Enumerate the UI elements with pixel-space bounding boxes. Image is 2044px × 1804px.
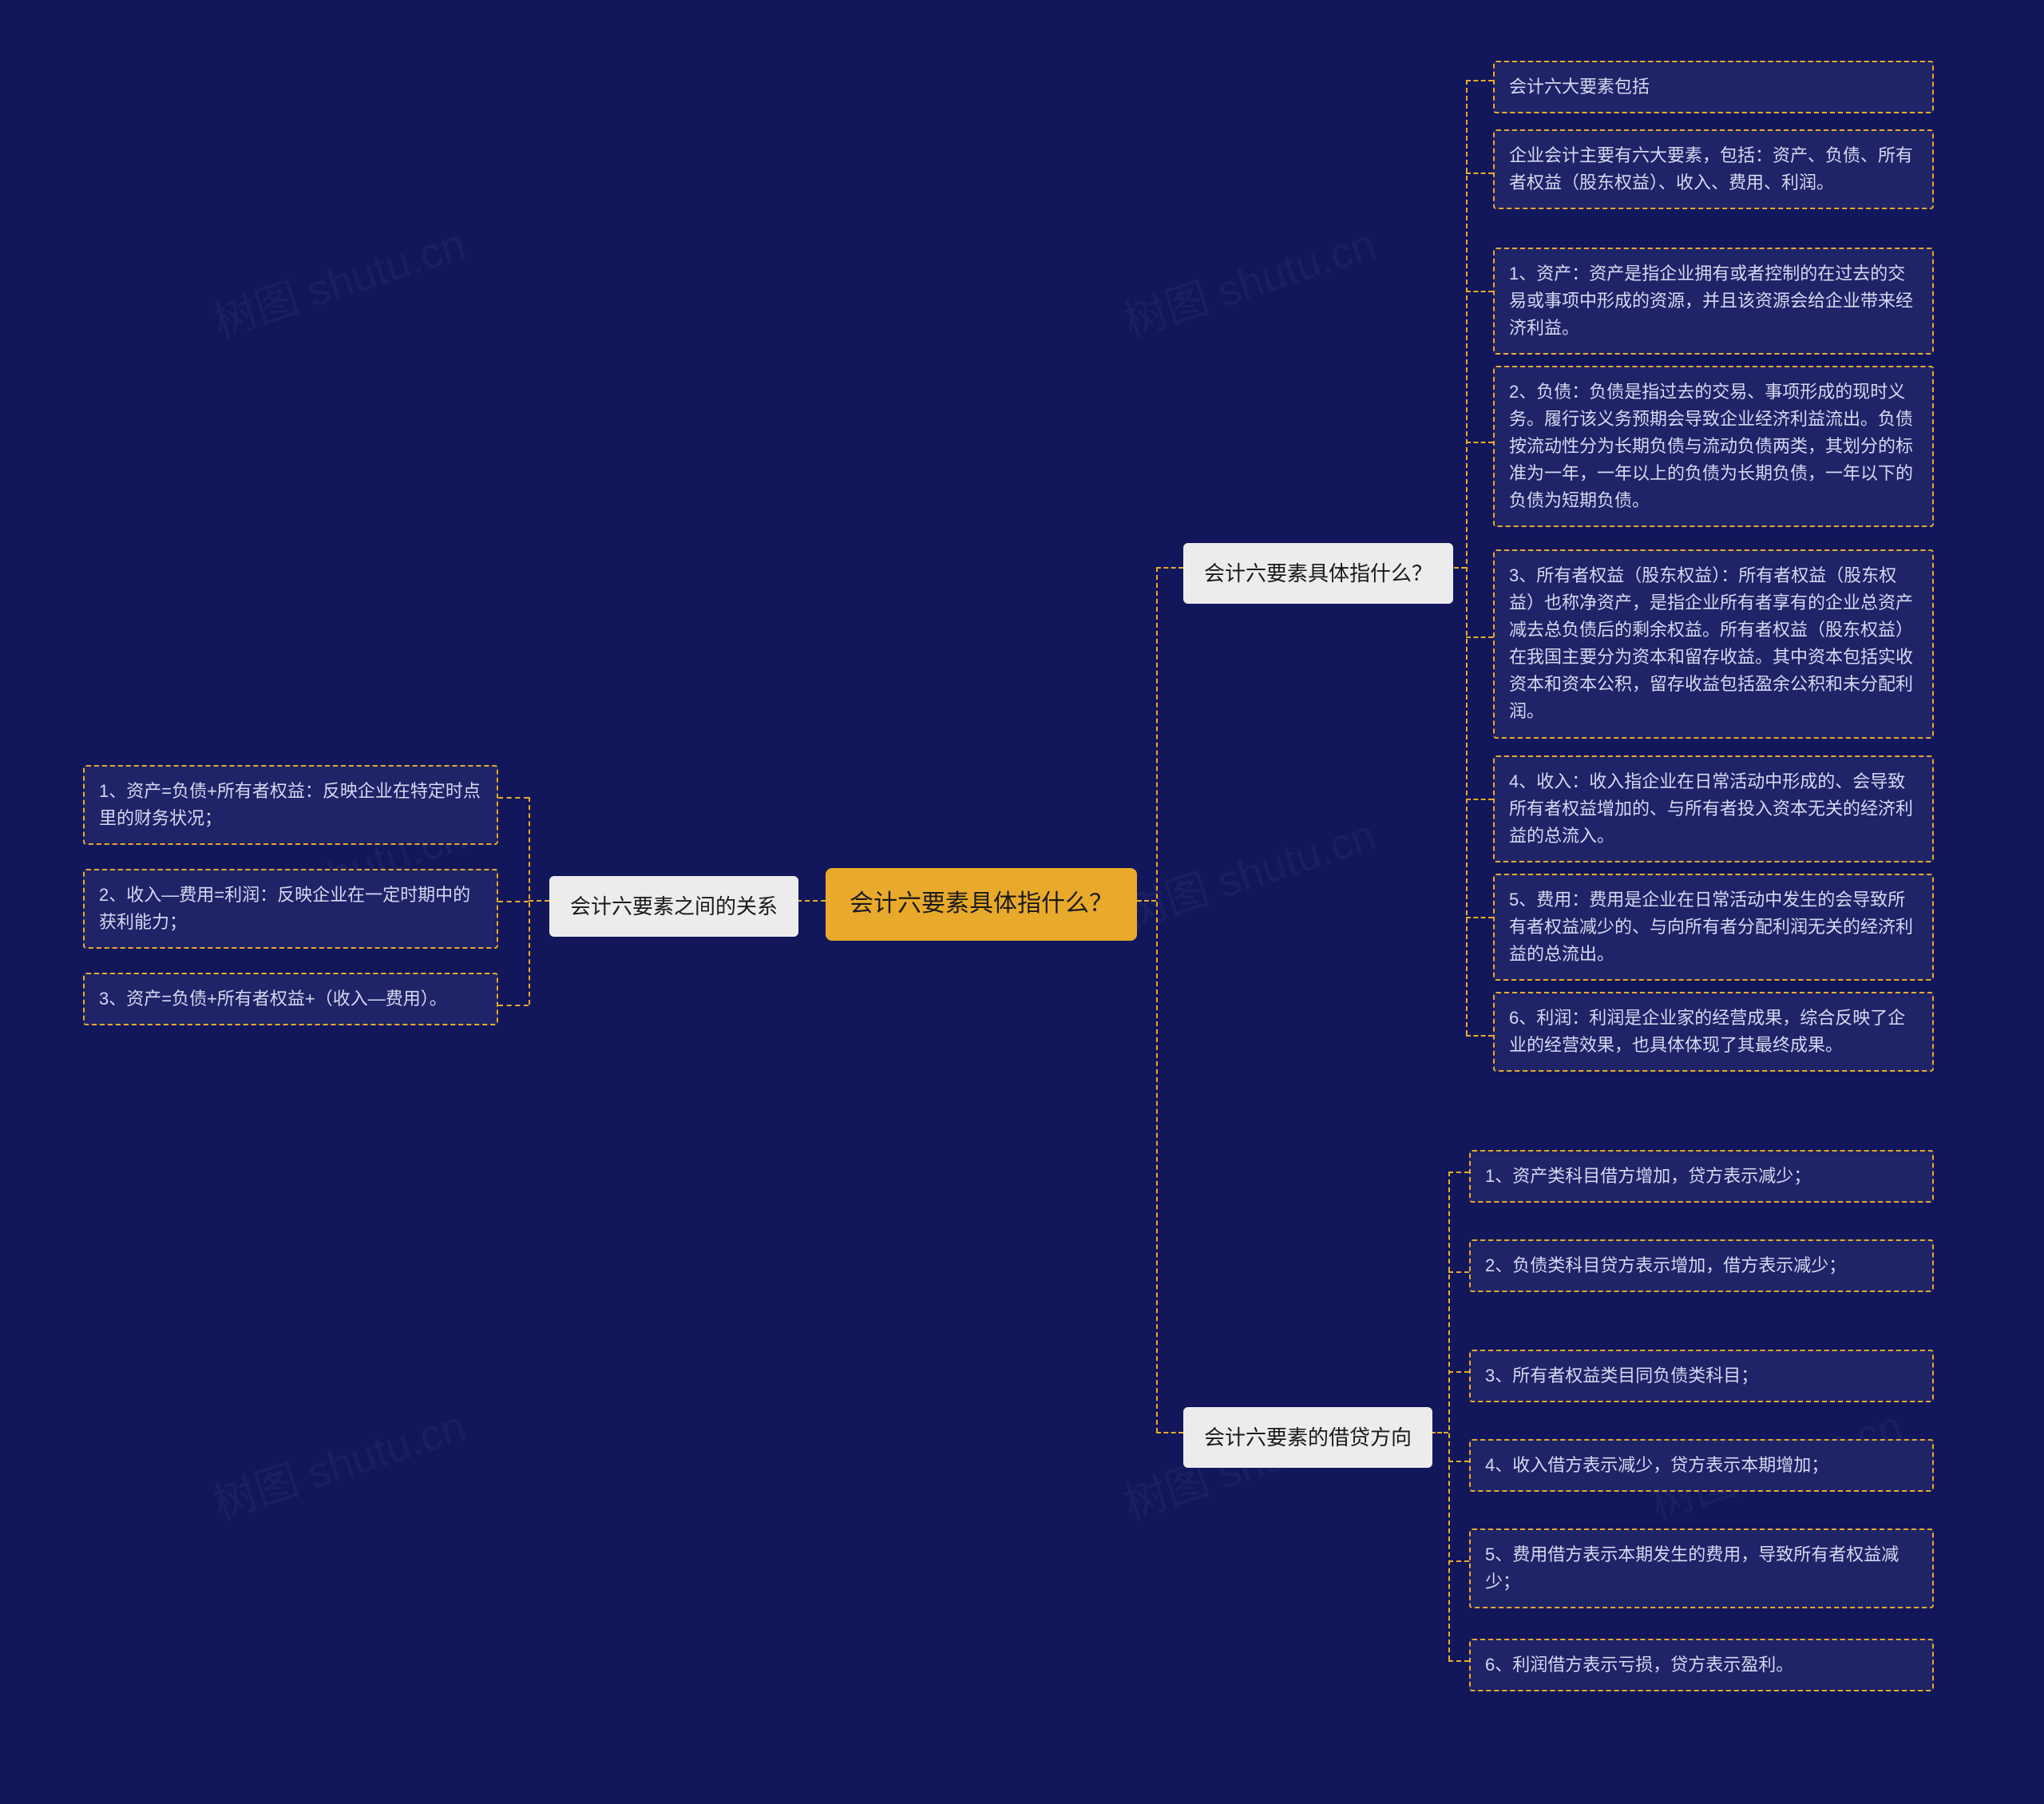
watermark: 树图 shutu.cn — [1115, 799, 1383, 940]
connector — [797, 900, 826, 902]
connector — [1466, 291, 1493, 292]
connector — [1448, 1271, 1469, 1273]
leaf-dc-1[interactable]: 1、资产类科目借方增加，贷方表示减少； — [1469, 1150, 1934, 1203]
connector — [1448, 1172, 1450, 1660]
leaf-def-6[interactable]: 5、费用：费用是企业在日常活动中发生的会导致所有者权益减少的、与向所有者分配利润… — [1493, 874, 1934, 981]
connector — [1466, 172, 1493, 174]
leaf-def-1[interactable]: 企业会计主要有六大要素，包括：资产、负债、所有者权益（股东权益）、收入、费用、利… — [1493, 129, 1934, 209]
leaf-dc-6[interactable]: 6、利润借方表示亏损，贷方表示盈利。 — [1469, 1639, 1934, 1691]
watermark: 树图 shutu.cn — [204, 208, 473, 349]
connector — [1466, 442, 1493, 443]
connector — [529, 900, 549, 902]
leaf-def-4[interactable]: 3、所有者权益（股东权益）：所有者权益（股东权益）也称净资产，是指企业所有者享有… — [1493, 549, 1934, 739]
connector — [1431, 1432, 1448, 1433]
connector — [498, 797, 529, 799]
connector — [1156, 1432, 1183, 1433]
connector — [498, 901, 529, 902]
leaf-def-3[interactable]: 2、负债：负债是指过去的交易、事项形成的现时义务。履行该义务预期会导致企业经济利… — [1493, 366, 1934, 527]
connector — [1466, 799, 1493, 800]
connector — [1448, 1172, 1469, 1173]
connector — [1466, 636, 1493, 638]
connector — [1466, 80, 1468, 1035]
connector — [1448, 1560, 1469, 1562]
leaf-relation-2[interactable]: 2、收入—费用=利润：反映企业在一定时期中的获利能力； — [83, 869, 498, 949]
leaf-def-2[interactable]: 1、资产：资产是指企业拥有或者控制的在过去的交易或事项中形成的资源，并且该资源会… — [1493, 248, 1934, 355]
leaf-def-5[interactable]: 4、收入：收入指企业在日常活动中形成的、会导致所有者权益增加的、与所有者投入资本… — [1493, 755, 1934, 862]
connector — [1448, 1371, 1469, 1373]
leaf-dc-3[interactable]: 3、所有者权益类目同负债类科目； — [1469, 1350, 1934, 1402]
leaf-def-7[interactable]: 6、利润：利润是企业家的经营成果，综合反映了企业的经营效果，也具体体现了其最终成… — [1493, 992, 1934, 1072]
connector — [498, 1005, 529, 1006]
connector — [1466, 1035, 1493, 1037]
leaf-dc-2[interactable]: 2、负债类科目贷方表示增加，借方表示减少； — [1469, 1239, 1934, 1292]
mindmap-canvas: 树图 shutu.cn 树图 shutu.cn 树图 shutu.cn 树图 s… — [0, 0, 2044, 1804]
leaf-dc-4[interactable]: 4、收入借方表示减少，贷方表示本期增加； — [1469, 1439, 1934, 1492]
connector — [1466, 917, 1493, 918]
topic-debit-credit[interactable]: 会计六要素的借贷方向 — [1183, 1407, 1432, 1468]
topic-definition[interactable]: 会计六要素具体指什么？ — [1183, 543, 1453, 604]
connector — [529, 797, 530, 1005]
connector — [1466, 80, 1493, 81]
leaf-relation-1[interactable]: 1、资产=负债+所有者权益：反映企业在特定时点里的财务状况； — [83, 765, 498, 845]
leaf-dc-5[interactable]: 5、费用借方表示本期发生的费用，导致所有者权益减少； — [1469, 1528, 1934, 1608]
connector — [1448, 1461, 1469, 1462]
topic-relations[interactable]: 会计六要素之间的关系 — [549, 876, 798, 937]
connector — [1137, 900, 1156, 902]
watermark: 树图 shutu.cn — [204, 1390, 473, 1531]
leaf-def-0[interactable]: 会计六大要素包括 — [1493, 61, 1934, 113]
connector — [1156, 567, 1183, 569]
root-node[interactable]: 会计六要素具体指什么？ — [826, 868, 1137, 941]
connector — [1156, 567, 1158, 1433]
watermark: 树图 shutu.cn — [1115, 208, 1383, 349]
connector — [1448, 1660, 1469, 1662]
leaf-relation-3[interactable]: 3、资产=负债+所有者权益+（收入—费用）。 — [83, 973, 498, 1025]
